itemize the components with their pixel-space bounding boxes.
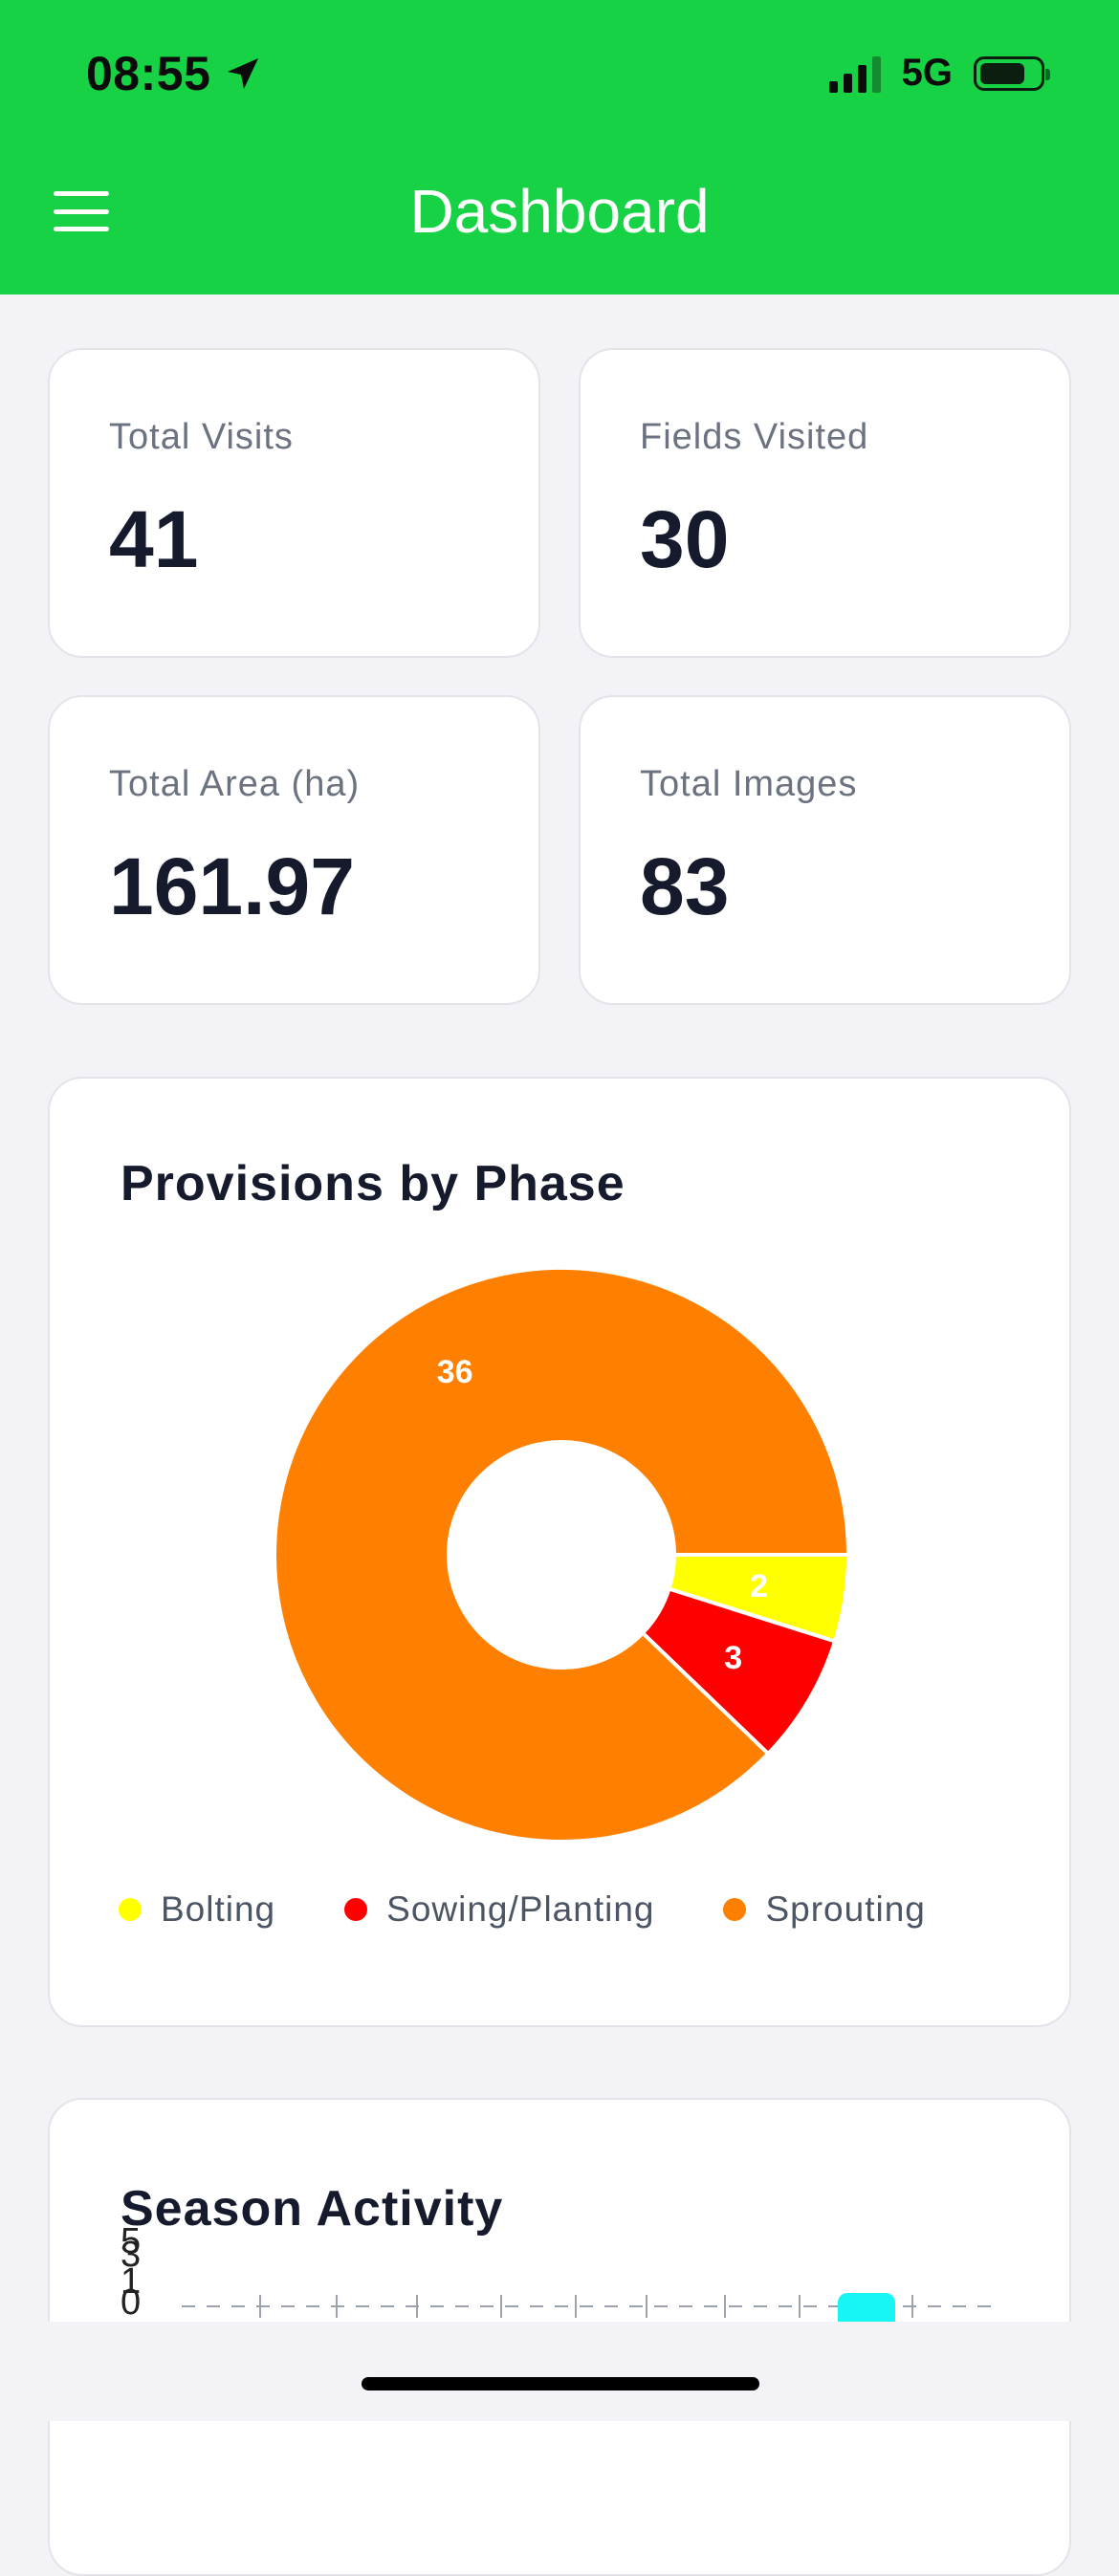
y-tick-label: 0 [121,2282,141,2323]
network-type: 5G [901,52,953,94]
stat-value: 161.97 [109,841,355,931]
legend-swatch [119,1898,142,1921]
page-title: Dashboard [409,177,710,246]
donut-data-label: 3 [724,1640,742,1676]
provisions-donut-chart: 23 36 [273,1266,851,1844]
stat-label: Total Area (ha) [109,764,361,804]
chart-title: Provisions by Phase [121,1156,625,1212]
location-arrow-icon [228,58,259,89]
stat-value: 30 [640,494,730,584]
stat-card-fields-visited: Fields Visited 30 [579,348,1071,658]
donut-slice-sprouting[interactable] [273,1266,851,1844]
legend-item-sowing-planting[interactable]: Sowing/Planting [344,1889,654,1930]
y-tick-label: 3 [121,2235,141,2275]
legend-swatch [723,1898,747,1921]
app-header: 08:55 5G Dashboard [0,0,1119,295]
stat-label: Total Images [640,764,858,804]
status-time-text: 08:55 [86,47,211,100]
provisions-chart-card: Provisions by Phase 2 3 36 Bolting Sowing/… [48,1077,1071,2027]
stat-card-total-visits: Total Visits 41 [48,348,540,658]
signal-icon [828,55,881,93]
legend-swatch [344,1898,368,1921]
legend-item-sprouting[interactable]: Sprouting [723,1889,925,1930]
y-tick-label: 5 [121,2221,141,2261]
stat-label: Total Visits [109,417,294,457]
status-bar-time: 08:55 [86,46,262,101]
battery-icon [974,55,1050,91]
hamburger-menu-icon[interactable] [54,191,109,231]
legend-label: Sprouting [765,1889,926,1929]
donut-data-label: 2 [750,1568,768,1605]
y-tick-label: 1 [121,2261,141,2302]
stat-value: 41 [109,494,199,584]
home-indicator[interactable] [362,2377,759,2390]
stat-value: 83 [640,841,730,931]
legend-label: Sowing/Planting [386,1889,655,1929]
stat-label: Fields Visited [640,417,869,457]
donut-data-label: 36 [437,1354,473,1390]
stat-card-total-area: Total Area (ha) 161.97 [48,695,540,1005]
legend-label: Bolting [161,1889,276,1929]
legend-item-bolting[interactable]: Bolting [119,1889,275,1930]
stat-card-total-images: Total Images 83 [579,695,1071,1005]
chart-legend: Bolting Sowing/Planting Sprouting [119,1889,995,1930]
chart-title: Season Activity [121,2181,504,2237]
status-bar-right: 5G [828,52,1050,95]
bottom-safe-area [0,2322,1119,2421]
